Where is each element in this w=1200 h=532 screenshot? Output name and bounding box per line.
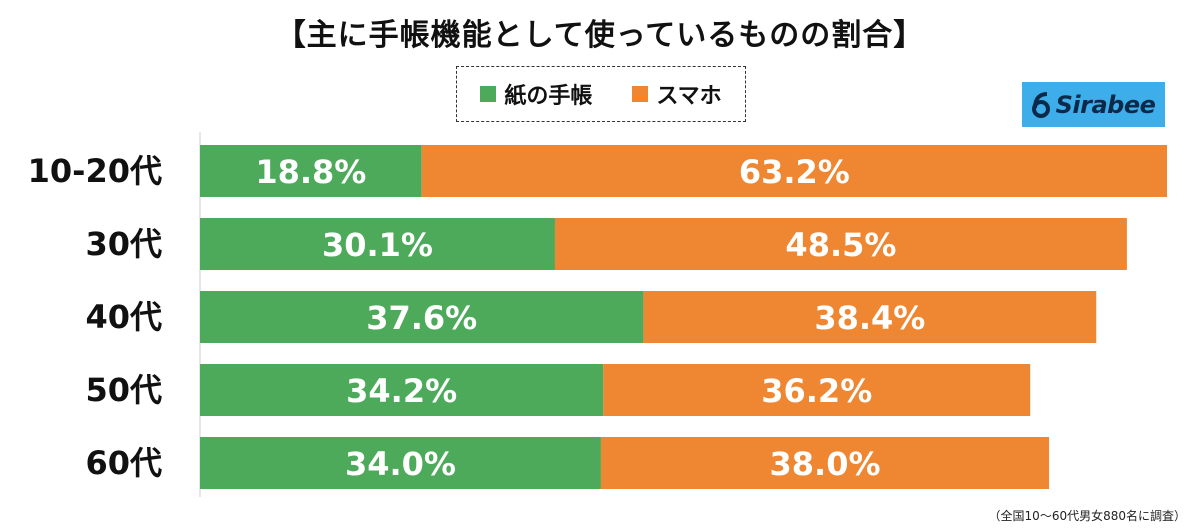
logo-text: Sirabee	[1055, 90, 1156, 119]
chart-title: 【主に手帳機能として使っているものの割合】	[275, 18, 925, 53]
bar-smartphone	[421, 145, 1167, 197]
sirabee-logo: Sirabee	[1022, 82, 1165, 127]
bar-paper	[200, 291, 644, 343]
data-label-paper: 18.8%	[255, 153, 366, 191]
data-label-smartphone: 48.5%	[785, 226, 896, 264]
data-label-smartphone: 36.2%	[761, 372, 872, 410]
category-label: 40代	[85, 298, 162, 336]
bar-paper	[200, 218, 555, 270]
category-label: 60代	[85, 444, 162, 482]
data-label-smartphone: 38.0%	[770, 445, 881, 483]
bar-smartphone	[603, 364, 1031, 416]
category-label: 10-20代	[28, 152, 162, 190]
legend-swatch-smartphone	[632, 86, 649, 102]
bar-paper	[200, 145, 422, 197]
bar-smartphone	[600, 437, 1050, 489]
bar-paper	[200, 364, 604, 416]
data-label-paper: 34.0%	[345, 445, 456, 483]
bar-smartphone	[554, 218, 1127, 270]
data-label-paper: 30.1%	[322, 226, 433, 264]
bar-smartphone	[643, 291, 1097, 343]
legend-label-paper: 紙の手帳	[504, 84, 593, 109]
legend-item-paper: 紙の手帳	[480, 78, 592, 110]
data-label-smartphone: 38.4%	[814, 299, 925, 337]
survey-note: （全国10〜60代男女880名に調査）	[988, 509, 1186, 523]
legend-swatch-paper	[480, 86, 497, 102]
logo-mark-icon	[1031, 91, 1050, 118]
legend-label-smartphone: スマホ	[656, 84, 722, 109]
data-label-paper: 37.6%	[366, 299, 477, 337]
category-label: 30代	[85, 225, 162, 263]
legend: 紙の手帳 スマホ	[456, 66, 746, 122]
data-label-smartphone: 63.2%	[739, 153, 850, 191]
legend-item-smartphone: スマホ	[632, 78, 722, 110]
category-label: 50代	[85, 371, 162, 409]
data-label-paper: 34.2%	[346, 372, 457, 410]
bar-paper	[200, 437, 601, 489]
